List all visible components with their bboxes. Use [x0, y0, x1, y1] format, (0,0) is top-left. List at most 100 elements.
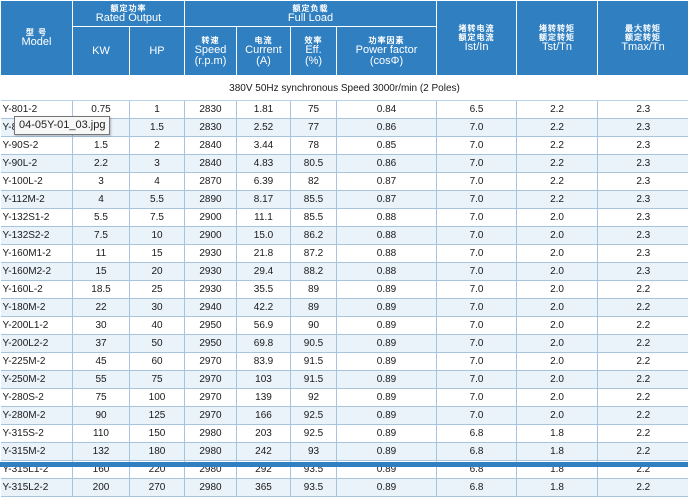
- header-eff-unit: (%): [291, 56, 336, 67]
- cell-current: 15.0: [237, 227, 291, 245]
- cell-hp: 25: [130, 281, 185, 299]
- header-speed: 转速 Speed (r.p.m): [185, 27, 237, 76]
- cell-tmax: 2.3: [598, 173, 688, 191]
- cell-pf: 0.89: [337, 371, 437, 389]
- header-pf-unit: (cosΦ): [337, 56, 436, 67]
- cell-speed: 2890: [185, 191, 237, 209]
- cell-model: Y-132S1-2: [1, 209, 73, 227]
- cell-pf: 0.89: [337, 389, 437, 407]
- cell-ist: 7.0: [437, 137, 517, 155]
- cell-ist: 7.0: [437, 227, 517, 245]
- cell-current: 11.1: [237, 209, 291, 227]
- cell-ist: 7.0: [437, 263, 517, 281]
- cell-eff: 93.5: [291, 479, 337, 497]
- cell-model: Y-100L-2: [1, 173, 73, 191]
- cell-ist: 6.8: [437, 479, 517, 497]
- cell-eff: 85.5: [291, 191, 337, 209]
- cell-tmax: 2.2: [598, 299, 688, 317]
- cell-kw: 15: [73, 263, 130, 281]
- cell-speed: 2980: [185, 425, 237, 443]
- cell-ist: 7.0: [437, 407, 517, 425]
- cell-hp: 75: [130, 371, 185, 389]
- cell-tst: 2.2: [517, 155, 598, 173]
- cell-ist: 7.0: [437, 119, 517, 137]
- cell-model: Y-90L-2: [1, 155, 73, 173]
- header-eff-en: Eff.: [291, 45, 336, 56]
- cell-current: 3.44: [237, 137, 291, 155]
- cell-tmax: 2.3: [598, 119, 688, 137]
- cell-tst: 2.2: [517, 101, 598, 119]
- header-current: 电流 Current (A): [237, 27, 291, 76]
- cell-current: 203: [237, 425, 291, 443]
- header-tst-en: Tst/Tn: [517, 42, 597, 53]
- cell-current: 1.81: [237, 101, 291, 119]
- cell-tst: 2.0: [517, 407, 598, 425]
- cell-tmax: 2.3: [598, 191, 688, 209]
- cell-pf: 0.88: [337, 227, 437, 245]
- cell-hp: 2: [130, 137, 185, 155]
- cell-hp: 150: [130, 425, 185, 443]
- cell-kw: 5.5: [73, 209, 130, 227]
- cell-pf: 0.88: [337, 209, 437, 227]
- cell-model: Y-200L2-2: [1, 335, 73, 353]
- cell-current: 21.8: [237, 245, 291, 263]
- header-ist-zh1: 堵转电流: [437, 24, 516, 33]
- cell-kw: 55: [73, 371, 130, 389]
- cell-model: Y-90S-2: [1, 137, 73, 155]
- header-full-load: 额定负载 Full Load: [185, 1, 437, 27]
- cell-speed: 2970: [185, 371, 237, 389]
- cell-tst: 2.0: [517, 209, 598, 227]
- cell-tmax: 2.2: [598, 443, 688, 461]
- cell-tst: 2.0: [517, 263, 598, 281]
- cell-speed: 2830: [185, 101, 237, 119]
- cell-pf: 0.86: [337, 119, 437, 137]
- cell-pf: 0.89: [337, 443, 437, 461]
- cell-current: 242: [237, 443, 291, 461]
- cell-eff: 89: [291, 299, 337, 317]
- cell-eff: 91.5: [291, 371, 337, 389]
- cell-eff: 90.5: [291, 335, 337, 353]
- cell-kw: 11: [73, 245, 130, 263]
- cell-pf: 0.86: [337, 155, 437, 173]
- cell-current: 166: [237, 407, 291, 425]
- cell-ist: 7.0: [437, 299, 517, 317]
- cell-eff: 91.5: [291, 353, 337, 371]
- cell-kw: 90: [73, 407, 130, 425]
- cell-tst: 2.0: [517, 281, 598, 299]
- cell-model: Y-132S2-2: [1, 227, 73, 245]
- cell-pf: 0.89: [337, 353, 437, 371]
- header-tmax-tn: 最大转矩 额定转矩 Tmax/Tn: [598, 1, 688, 76]
- cell-kw: 7.5: [73, 227, 130, 245]
- cell-hp: 7.5: [130, 209, 185, 227]
- cell-eff: 89: [291, 281, 337, 299]
- cell-pf: 0.89: [337, 317, 437, 335]
- cell-current: 365: [237, 479, 291, 497]
- cell-current: 6.39: [237, 173, 291, 191]
- cell-tst: 2.0: [517, 389, 598, 407]
- cell-ist: 6.8: [437, 443, 517, 461]
- cell-kw: 75: [73, 389, 130, 407]
- cell-speed: 2970: [185, 353, 237, 371]
- cell-hp: 180: [130, 443, 185, 461]
- cell-eff: 92: [291, 389, 337, 407]
- header-rated-output-en: Rated Output: [73, 13, 184, 24]
- cell-pf: 0.89: [337, 335, 437, 353]
- cell-speed: 2840: [185, 155, 237, 173]
- section-title: 380V 50Hz synchronous Speed 3000r/min (2…: [1, 76, 688, 101]
- cell-tst: 2.2: [517, 119, 598, 137]
- cell-ist: 7.0: [437, 371, 517, 389]
- cell-model: Y-160M2-2: [1, 263, 73, 281]
- cell-model: Y-315L2-2: [1, 479, 73, 497]
- cell-model: Y-200L1-2: [1, 317, 73, 335]
